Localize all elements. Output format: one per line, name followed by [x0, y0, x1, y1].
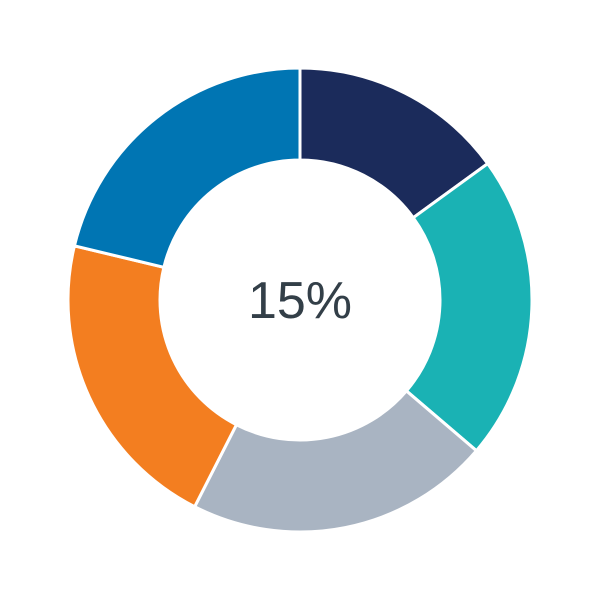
center-label: 15% [248, 272, 352, 330]
donut-slice-3 [192, 388, 479, 534]
donut-slice-5 [72, 66, 302, 270]
donut-slice-4 [66, 244, 239, 509]
donut-slice-2 [404, 161, 534, 453]
donut-slices [66, 66, 534, 534]
